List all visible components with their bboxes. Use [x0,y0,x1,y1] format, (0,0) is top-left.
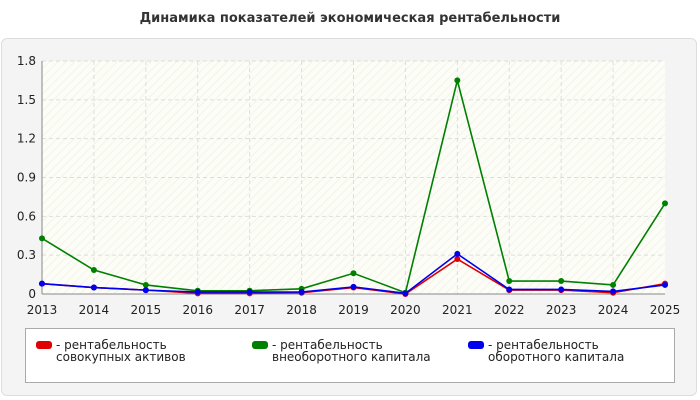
x-tick-label: 2023 [546,303,577,317]
y-tick-label: 1.8 [17,54,36,68]
legend-label: - рентабельность оборотного капитала [488,338,625,364]
legend-swatch [468,341,484,349]
data-point [506,286,513,293]
x-tick-label: 2024 [598,303,629,317]
data-point [558,286,565,293]
data-point [142,281,149,288]
data-point [402,290,409,297]
data-point [610,288,617,295]
x-tick-label: 2013 [27,303,58,317]
legend-item: - рентабельность оборотного капитала [458,329,674,382]
x-tick-label: 2014 [79,303,110,317]
x-tick-label: 2020 [390,303,421,317]
legend-swatch [252,341,268,349]
y-tick-label: 0.3 [17,248,36,262]
data-point [610,281,617,288]
x-tick-label: 2021 [442,303,473,317]
data-point [298,289,305,296]
data-point [662,200,668,207]
legend: - рентабельность совокупных активов - рен… [25,328,675,383]
x-tick-label: 2018 [286,303,317,317]
x-tick-label: 2016 [182,303,213,317]
x-tick-label: 2015 [131,303,162,317]
data-point [90,267,97,274]
y-tick-label: 0.6 [17,209,36,223]
data-point [454,256,461,263]
y-tick-label: 0 [28,287,36,301]
y-tick-label: 0.9 [17,171,36,185]
data-point [558,278,565,285]
data-point [194,289,201,296]
x-tick-label: 2022 [494,303,525,317]
data-point [506,278,513,285]
data-point [662,281,668,288]
y-tick-label: 1.5 [17,93,36,107]
data-point [39,235,45,242]
x-tick-label: 2025 [650,303,681,317]
legend-item: - рентабельность внеоборотного капитала [242,329,458,382]
legend-item: - рентабельность совокупных активов [26,329,242,382]
y-tick-label: 1.2 [17,132,36,146]
data-point [142,287,149,294]
data-point [90,284,97,291]
data-point [39,280,45,287]
data-point [246,289,253,296]
legend-swatch [36,341,52,349]
data-point [350,270,357,277]
data-point [454,250,461,257]
legend-label: - рентабельность совокупных активов [56,338,186,364]
legend-label: - рентабельность внеоборотного капитала [272,338,431,364]
chart-title: Динамика показателей экономическая рента… [139,11,561,26]
data-point [454,77,461,84]
x-tick-label: 2019 [338,303,369,317]
data-point [350,283,357,290]
x-tick-label: 2017 [234,303,265,317]
